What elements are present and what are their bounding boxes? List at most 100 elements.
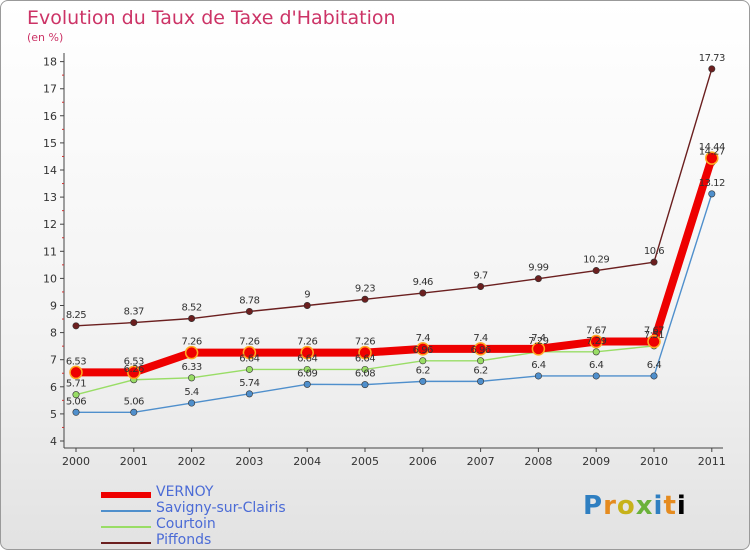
- x-tick-label: 2011: [698, 455, 726, 468]
- data-label-vernoy: 6.53: [124, 356, 144, 367]
- data-point-courtoin: [188, 374, 196, 382]
- data-label-courtoin: 6.96: [413, 345, 433, 356]
- data-label-piffonds: 9.7: [473, 271, 488, 282]
- y-axis-unit: (en %): [27, 31, 64, 44]
- data-point-piffonds: [708, 65, 716, 73]
- data-point-vernoy: [300, 345, 314, 360]
- legend-swatch-savigny: [101, 510, 151, 512]
- y-tick-label: 8: [50, 327, 57, 340]
- data-label-piffonds: 10.29: [583, 255, 609, 266]
- y-tick-label: 4: [50, 435, 57, 448]
- data-label-vernoy: 7.26: [297, 337, 317, 348]
- data-label-courtoin: 6.64: [355, 353, 375, 364]
- data-point-piffonds: [650, 258, 658, 266]
- data-label-savigny-sur-clairis: 6.2: [416, 365, 431, 376]
- y-tick-label: 18: [43, 56, 57, 69]
- data-label-courtoin: 6.64: [297, 353, 317, 364]
- y-tick-label: 16: [43, 110, 57, 123]
- series-line-savigny-sur-clairis: [75, 193, 713, 413]
- data-label-courtoin: 5.71: [66, 379, 86, 390]
- data-point-savigny-sur-clairis: [303, 380, 311, 388]
- data-point-courtoin: [419, 357, 427, 365]
- legend-label-vernoy: VERNOY: [156, 484, 214, 500]
- data-label-piffonds: 8.25: [66, 310, 86, 321]
- data-point-piffonds: [245, 307, 253, 315]
- data-label-vernoy: 14.44: [699, 142, 725, 153]
- data-point-piffonds: [188, 315, 196, 323]
- data-label-piffonds: 8.52: [181, 303, 201, 314]
- data-label-vernoy: 7.26: [239, 337, 259, 348]
- x-tick-label: 2009: [582, 455, 610, 468]
- data-label-piffonds: 17.73: [699, 53, 725, 64]
- data-label-savigny-sur-clairis: 6.09: [297, 368, 317, 379]
- x-tick-label: 2008: [524, 455, 552, 468]
- legend-item-vernoy: VERNOY: [101, 484, 361, 501]
- data-point-savigny-sur-clairis: [361, 381, 369, 389]
- y-tick-label: 6: [50, 381, 57, 394]
- data-point-savigny-sur-clairis: [534, 372, 542, 380]
- data-label-savigny-sur-clairis: 5.06: [66, 396, 86, 407]
- data-point-savigny-sur-clairis: [708, 190, 716, 198]
- data-point-vernoy: [647, 334, 661, 349]
- proxiti-logo: Proxiti: [583, 491, 687, 521]
- data-label-vernoy: 7.26: [181, 337, 201, 348]
- data-label-vernoy: 7.67: [644, 326, 664, 337]
- data-label-vernoy: 7.4: [416, 333, 431, 344]
- data-label-piffonds: 8.78: [239, 295, 259, 306]
- data-point-savigny-sur-clairis: [592, 372, 600, 380]
- data-point-courtoin: [592, 348, 600, 356]
- legend-label-savigny: Savigny-sur-Clairis: [156, 500, 286, 516]
- data-point-piffonds: [130, 319, 138, 327]
- data-label-savigny-sur-clairis: 5.4: [184, 387, 199, 398]
- data-point-piffonds: [477, 283, 485, 291]
- legend-item-piffonds: Piffonds: [101, 532, 361, 549]
- data-point-savigny-sur-clairis: [130, 408, 138, 416]
- series-line-courtoin: [75, 161, 713, 396]
- data-label-courtoin: 14.27: [699, 147, 725, 158]
- data-label-savigny-sur-clairis: 13.12: [699, 178, 725, 189]
- data-label-courtoin: 7.29: [586, 336, 606, 347]
- data-label-piffonds: 9: [304, 290, 310, 301]
- y-tick-label: 10: [43, 272, 57, 285]
- x-tick-label: 2007: [467, 455, 495, 468]
- data-point-vernoy: [242, 345, 257, 360]
- data-label-vernoy: 7.4: [473, 333, 488, 344]
- data-label-courtoin: 6.96: [470, 345, 490, 356]
- data-point-vernoy: [358, 345, 372, 360]
- data-point-vernoy: [473, 342, 488, 356]
- data-point-vernoy: [184, 345, 199, 360]
- x-tick-label: 2005: [351, 455, 379, 468]
- data-label-savigny-sur-clairis: 6.2: [473, 365, 488, 376]
- data-point-piffonds: [534, 275, 542, 283]
- y-tick-label: 11: [43, 245, 57, 258]
- data-point-courtoin: [245, 365, 253, 373]
- data-label-courtoin: 7.29: [528, 336, 548, 347]
- data-label-piffonds: 10.6: [644, 246, 664, 257]
- x-tick-label: 2002: [178, 455, 206, 468]
- data-label-courtoin: 6.26: [124, 364, 144, 375]
- data-point-piffonds: [592, 267, 600, 275]
- x-tick-label: 2000: [62, 455, 90, 468]
- data-point-vernoy: [531, 342, 546, 356]
- series-line-vernoy: [72, 154, 716, 377]
- data-point-vernoy: [69, 365, 83, 380]
- y-tick-label: 15: [43, 137, 57, 150]
- y-tick-label: 13: [43, 191, 57, 204]
- data-label-vernoy: 7.26: [355, 337, 375, 348]
- data-label-vernoy: 7.4: [531, 333, 546, 344]
- y-tick-label: 9: [50, 300, 57, 313]
- data-label-piffonds: 9.23: [355, 283, 375, 294]
- data-label-savigny-sur-clairis: 5.74: [239, 378, 259, 389]
- line-chart: 4 5 6 7 8 9 10 11 12 13 14 15 16 17 18 2000 2001 2002 2003…: [43, 53, 726, 468]
- data-point-vernoy: [589, 334, 603, 349]
- data-point-courtoin: [477, 357, 485, 365]
- data-point-savigny-sur-clairis: [72, 408, 80, 416]
- legend-swatch-courtoin: [101, 526, 151, 528]
- data-label-courtoin: 6.64: [239, 353, 259, 364]
- data-label-piffonds: 9.46: [413, 277, 433, 288]
- data-label-piffonds: 9.99: [528, 263, 548, 274]
- data-label-courtoin: 6.33: [181, 362, 201, 373]
- chart-title: Evolution du Taux de Taxe d'Habitation: [27, 7, 396, 29]
- data-label-savigny-sur-clairis: 6.4: [531, 360, 546, 371]
- data-point-piffonds: [72, 322, 80, 330]
